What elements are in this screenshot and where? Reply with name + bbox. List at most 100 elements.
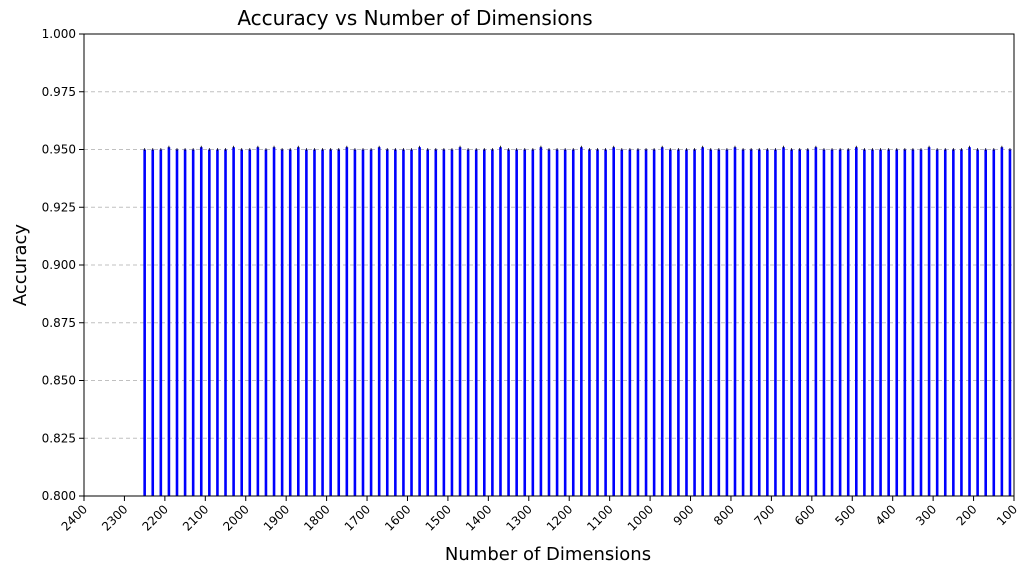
bar [693, 149, 696, 496]
bar [288, 149, 292, 496]
bar [507, 149, 510, 496]
bar [733, 147, 737, 496]
x-tick-label: 100 [994, 502, 1020, 528]
bar [798, 149, 801, 496]
bar [313, 149, 316, 496]
x-tick-label: 1900 [261, 502, 292, 533]
bar [644, 149, 648, 496]
bar [385, 149, 389, 496]
y-tick-label: 0.875 [42, 316, 76, 330]
bar [903, 149, 907, 496]
bar [871, 149, 874, 496]
bar [191, 149, 195, 496]
bar [329, 149, 332, 496]
bar [183, 149, 187, 496]
bar [652, 149, 656, 496]
bar [563, 149, 567, 496]
x-axis: 2400 2300 2200 2100 2000 1900 1800 1700 1600 1500… [59, 496, 1020, 534]
x-tick-label: 600 [792, 502, 818, 528]
bar [992, 149, 996, 496]
bar [483, 149, 486, 496]
x-tick-label: 1200 [544, 502, 575, 533]
bar [580, 147, 583, 496]
bar [426, 149, 429, 496]
y-tick-label: 0.800 [42, 489, 76, 503]
x-tick-label: 1800 [301, 502, 332, 533]
bar [369, 149, 373, 496]
bar [943, 149, 947, 496]
bar [199, 147, 203, 496]
bar [353, 149, 357, 496]
bars [143, 147, 1012, 496]
bar [337, 149, 341, 496]
bar [555, 149, 559, 496]
x-axis-label: Number of Dimensions [445, 544, 651, 565]
bar [935, 149, 939, 496]
bar [774, 149, 777, 496]
bar [717, 149, 721, 496]
bar [297, 147, 300, 496]
y-tick-label: 0.825 [42, 431, 76, 445]
x-tick-label: 800 [711, 502, 737, 528]
bar [442, 149, 446, 496]
x-tick-label: 2300 [99, 502, 130, 533]
bar [879, 149, 882, 496]
x-tick-label: 2200 [139, 502, 170, 533]
bar [272, 147, 276, 496]
x-tick-label: 200 [954, 502, 980, 528]
bar [790, 149, 793, 496]
bar [361, 149, 365, 496]
bar [741, 149, 745, 496]
bar [491, 149, 494, 496]
bar [588, 149, 591, 496]
bar [515, 149, 518, 496]
bar [280, 149, 284, 496]
bar [499, 147, 502, 496]
bar [709, 149, 713, 496]
bar [919, 149, 923, 496]
bar [766, 149, 769, 496]
y-axis: 0.800 0.825 0.850 0.875 0.900 0.925 0.950 0.975… [42, 27, 84, 503]
bar [927, 147, 931, 496]
bar [782, 147, 785, 496]
bar [151, 149, 155, 496]
bar [216, 149, 219, 496]
bar [143, 149, 146, 496]
bar [846, 149, 850, 496]
y-tick-label: 0.900 [42, 258, 76, 272]
bar [757, 149, 761, 496]
bar [620, 149, 624, 496]
bar [474, 149, 478, 496]
bar [175, 149, 179, 496]
bar [466, 149, 470, 496]
x-tick-label: 1000 [625, 502, 656, 533]
bar [167, 147, 171, 496]
bar [321, 149, 324, 496]
bar [1008, 149, 1012, 496]
bar [677, 149, 680, 496]
bar [1000, 147, 1004, 496]
x-tick-label: 2100 [180, 502, 211, 533]
bar [305, 149, 308, 496]
bar [159, 149, 163, 496]
bar [256, 147, 260, 496]
y-tick-label: 0.950 [42, 143, 76, 157]
bar [968, 147, 971, 496]
x-tick-label: 2000 [220, 502, 251, 533]
bar [822, 149, 826, 496]
bar [806, 149, 810, 496]
bar [394, 149, 397, 496]
bar [547, 149, 551, 496]
bar [224, 149, 227, 496]
y-tick-label: 1.000 [42, 27, 76, 41]
bar [612, 147, 615, 496]
x-tick-label: 1100 [584, 502, 615, 533]
bar [571, 149, 575, 496]
y-tick-label: 0.975 [42, 85, 76, 99]
y-axis-label: Accuracy [10, 224, 31, 307]
bar [264, 149, 268, 496]
bar [863, 149, 866, 496]
bar [895, 149, 899, 496]
x-tick-label: 1600 [382, 502, 413, 533]
